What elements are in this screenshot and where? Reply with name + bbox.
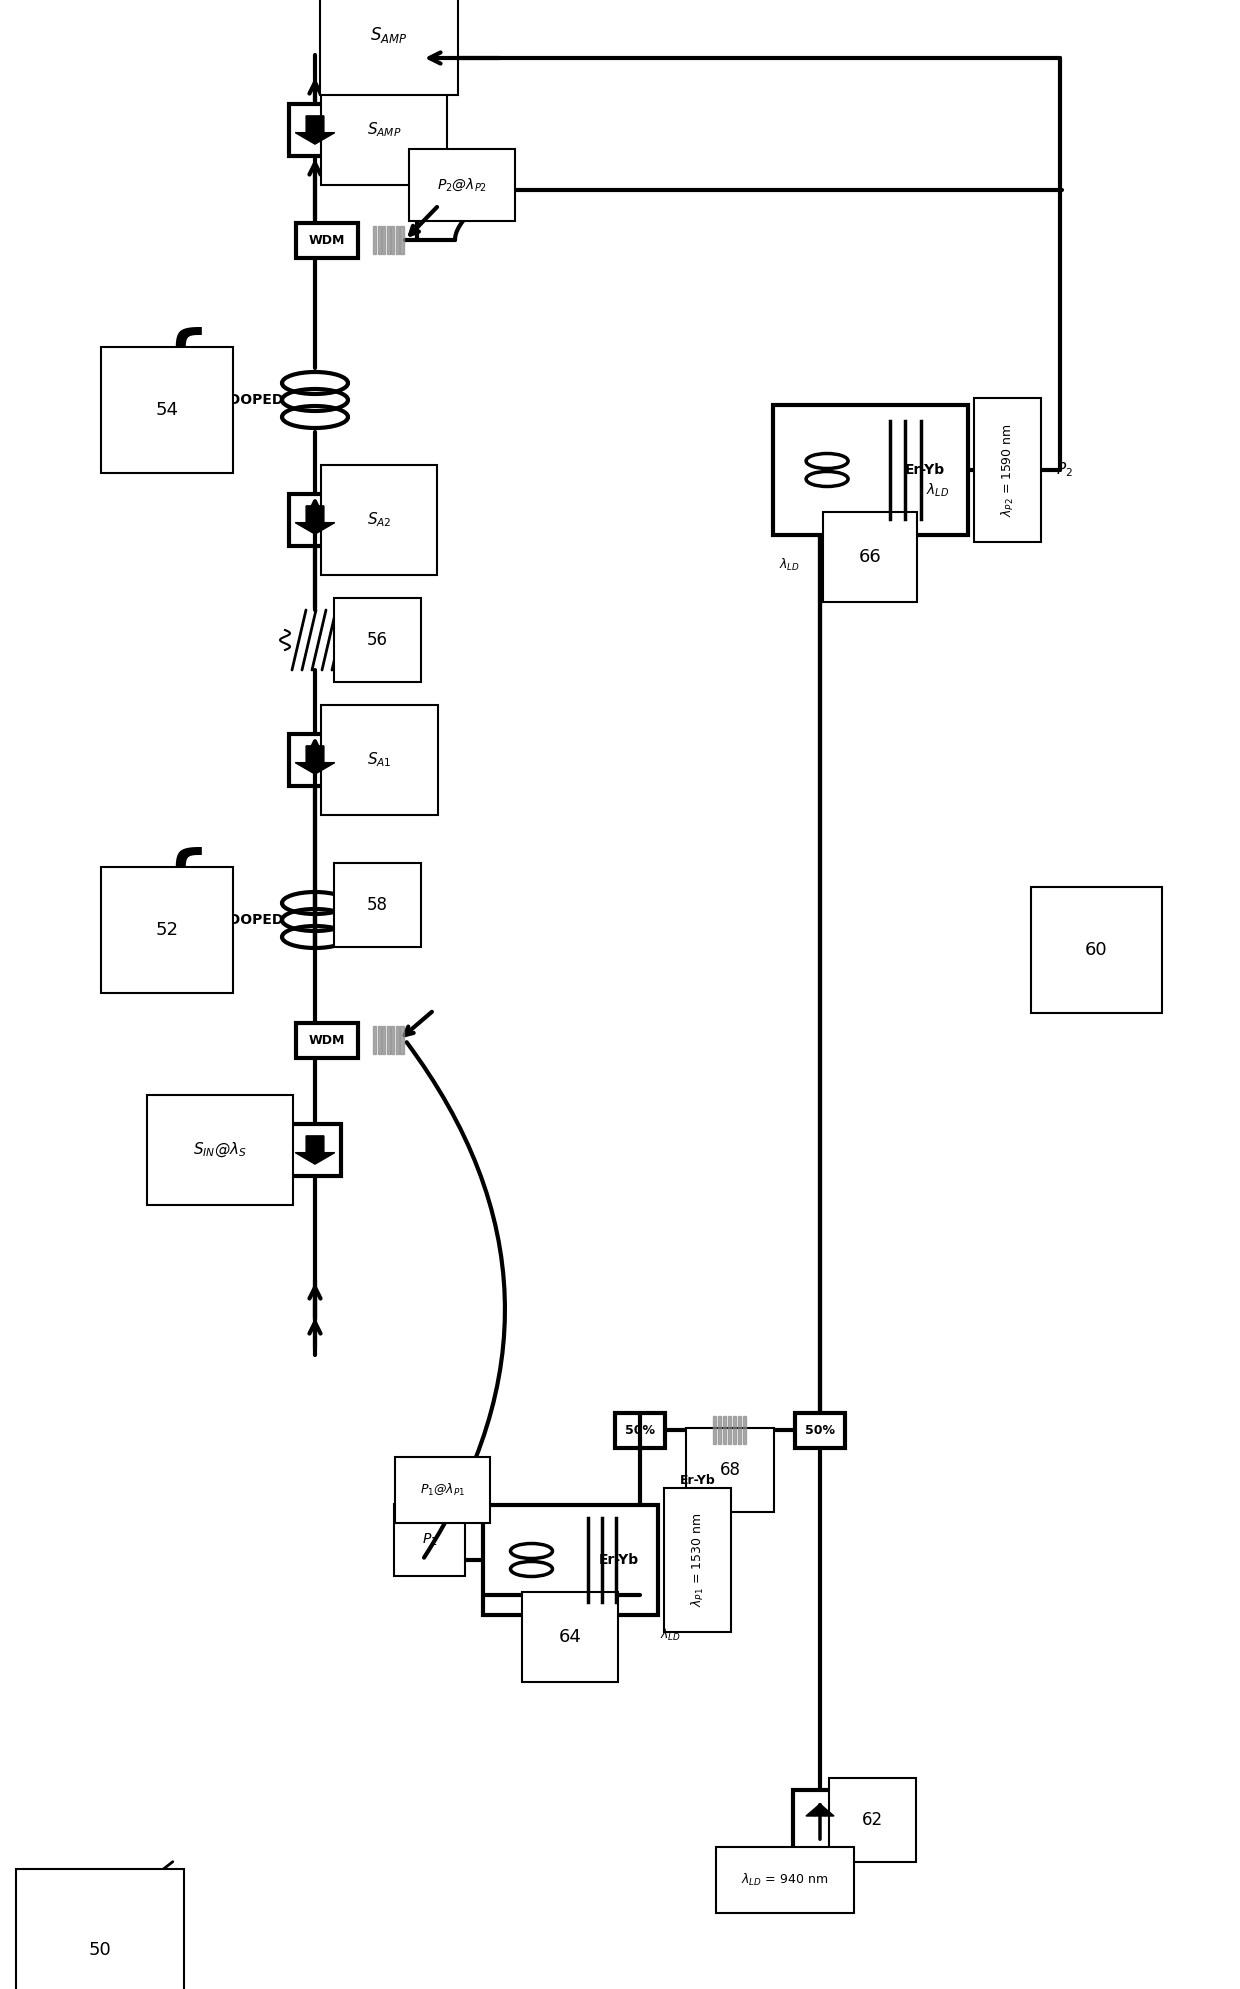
Polygon shape [396,1026,399,1054]
Polygon shape [713,1416,715,1444]
Polygon shape [295,746,335,774]
Text: 52: 52 [155,921,179,939]
Text: $S_{AMP}$: $S_{AMP}$ [367,121,402,139]
Text: Tm-DOPED: Tm-DOPED [200,913,284,927]
Text: $\lambda_{LD}$: $\lambda_{LD}$ [660,1627,681,1643]
Text: $\lambda_{P1}$ = 1530 nm: $\lambda_{P1}$ = 1530 nm [689,1514,706,1607]
Polygon shape [392,1026,394,1054]
Text: Er-Yb: Er-Yb [680,1474,715,1486]
Polygon shape [382,227,386,255]
Text: $P_2$@$\lambda_{P2}$: $P_2$@$\lambda_{P2}$ [436,177,487,193]
Text: $\lambda_{P2}$ = 1590 nm: $\lambda_{P2}$ = 1590 nm [999,424,1016,517]
Text: 60: 60 [1085,941,1107,959]
Text: $P_1$@$\lambda_{P1}$: $P_1$@$\lambda_{P1}$ [420,1482,465,1498]
Bar [289,493,341,547]
Text: $\lambda_{LD}$: $\lambda_{LD}$ [429,1551,453,1569]
Polygon shape [738,1416,742,1444]
Bar [615,1412,665,1448]
Text: {: { [144,326,215,434]
Polygon shape [387,227,389,255]
Text: 62: 62 [862,1812,883,1830]
Bar [289,734,341,786]
Polygon shape [733,1416,737,1444]
Polygon shape [718,1416,720,1444]
Text: 50: 50 [88,1941,112,1959]
Text: $\lambda_{LD}$ = 940 nm: $\lambda_{LD}$ = 940 nm [742,1872,828,1888]
Polygon shape [295,505,335,535]
Polygon shape [723,1416,725,1444]
Text: 50%: 50% [625,1424,655,1436]
Text: Er-Yb: Er-Yb [599,1553,639,1567]
Polygon shape [377,1026,381,1054]
Polygon shape [396,227,399,255]
Text: 66: 66 [858,549,882,567]
Polygon shape [373,1026,376,1054]
Text: $\lambda_{LD}$: $\lambda_{LD}$ [779,557,800,573]
Polygon shape [295,1136,335,1164]
Text: Tm-DOPED: Tm-DOPED [200,394,284,408]
Text: WDM: WDM [309,233,345,247]
Polygon shape [401,1026,404,1054]
Polygon shape [401,227,404,255]
Text: FIG. 5: FIG. 5 [55,1923,159,1955]
Polygon shape [728,1416,732,1444]
Bar [289,1124,341,1175]
Text: $P_1$: $P_1$ [422,1532,438,1547]
Polygon shape [806,1804,835,1816]
Bar [296,1022,358,1058]
Polygon shape [387,1026,389,1054]
Bar [773,406,967,535]
Polygon shape [295,115,335,143]
Text: $S_{IN}$@$\lambda_{S}$: $S_{IN}$@$\lambda_{S}$ [193,1142,247,1160]
Bar [792,1790,847,1850]
Polygon shape [743,1416,746,1444]
Bar [296,223,358,257]
Text: {: { [144,847,215,953]
Text: 56: 56 [367,631,388,648]
Polygon shape [373,227,376,255]
Polygon shape [377,227,381,255]
Text: 58: 58 [367,895,388,915]
Text: 64: 64 [558,1629,582,1647]
Text: $S_{A2}$: $S_{A2}$ [367,511,392,529]
Polygon shape [392,227,394,255]
Text: $S_{AMP}$: $S_{AMP}$ [370,26,408,46]
Bar [289,103,341,155]
Text: $S_{A1}$: $S_{A1}$ [367,750,392,770]
Bar [795,1412,844,1448]
Polygon shape [382,1026,386,1054]
Text: 54: 54 [155,402,179,420]
Text: 68: 68 [719,1462,740,1480]
Bar [482,1506,657,1615]
Text: Er-Yb: Er-Yb [904,463,945,477]
Text: $P_2$: $P_2$ [1055,461,1073,479]
Text: $\lambda_{LD}$: $\lambda_{LD}$ [926,481,949,499]
Text: WDM: WDM [309,1034,345,1046]
Text: 50%: 50% [805,1424,835,1436]
